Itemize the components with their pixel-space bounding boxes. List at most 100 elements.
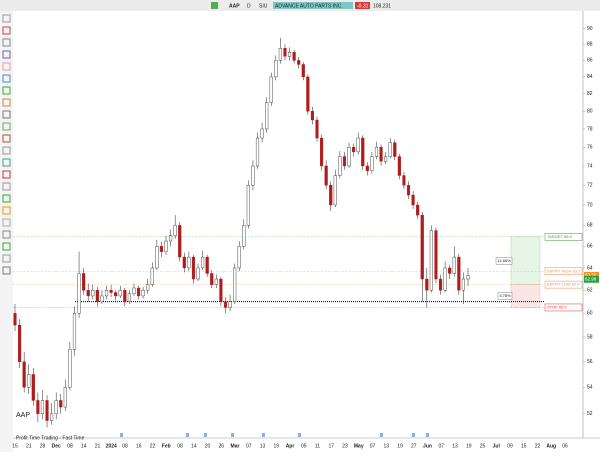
tool-icon[interactable] bbox=[2, 146, 11, 155]
candle-body bbox=[429, 230, 433, 291]
tool-icon[interactable] bbox=[2, 266, 11, 275]
x-tick-label: 26 bbox=[218, 443, 224, 449]
tool-icon[interactable] bbox=[2, 218, 11, 227]
event-marker[interactable] bbox=[426, 433, 429, 437]
candle-body bbox=[411, 194, 415, 206]
y-tick-label: 56 bbox=[587, 359, 593, 365]
candle-body bbox=[77, 273, 81, 314]
candle-body bbox=[301, 64, 305, 78]
x-tick-label: 08 bbox=[67, 443, 73, 449]
toolbar-icon[interactable] bbox=[211, 2, 218, 9]
y-tick-label: 64 bbox=[587, 265, 593, 271]
tool-icon[interactable] bbox=[2, 194, 11, 203]
tool-icon[interactable] bbox=[2, 50, 11, 59]
x-tick-label: Apr bbox=[286, 443, 295, 449]
candle-body bbox=[31, 374, 35, 401]
tool-icon[interactable] bbox=[2, 122, 11, 131]
y-tick-label: 62 bbox=[587, 288, 593, 294]
tool-icon[interactable] bbox=[2, 242, 11, 251]
candle-body bbox=[196, 267, 200, 280]
candle-body bbox=[379, 147, 383, 162]
candle-body bbox=[118, 290, 122, 297]
candle-body bbox=[384, 156, 388, 162]
x-tick-label: 23 bbox=[342, 443, 348, 449]
candle-body bbox=[251, 165, 255, 186]
x-tick-label: 17 bbox=[328, 443, 334, 449]
tool-icon[interactable] bbox=[2, 62, 11, 71]
tool-icon[interactable] bbox=[2, 86, 11, 95]
tool-icon[interactable] bbox=[2, 110, 11, 119]
candle-body bbox=[425, 278, 429, 291]
candle-body bbox=[434, 230, 438, 280]
tool-icon[interactable] bbox=[2, 254, 11, 263]
tool-icon[interactable] bbox=[2, 170, 11, 179]
y-tick-label: 90 bbox=[587, 26, 593, 32]
x-tick-label: 16 bbox=[136, 443, 142, 449]
candle-body bbox=[278, 48, 282, 61]
candle-body bbox=[365, 165, 369, 171]
y-tick-label: 52 bbox=[587, 411, 593, 417]
candle-body bbox=[109, 290, 113, 293]
tool-icon[interactable] bbox=[2, 14, 11, 23]
stop-zone bbox=[510, 284, 541, 308]
x-tick-label: 19 bbox=[466, 443, 472, 449]
candle-body bbox=[438, 278, 443, 291]
tool-icon[interactable] bbox=[2, 206, 11, 215]
candle-body bbox=[127, 293, 131, 302]
x-tick-label: 05 bbox=[301, 443, 307, 449]
event-marker[interactable] bbox=[380, 433, 383, 437]
candle-body bbox=[329, 185, 333, 206]
bid-price-label: 62.98 bbox=[585, 276, 597, 281]
event-marker[interactable] bbox=[298, 433, 301, 437]
event-marker[interactable] bbox=[262, 433, 265, 437]
event-marker[interactable] bbox=[120, 433, 123, 437]
candle-body bbox=[242, 225, 246, 247]
event-marker[interactable] bbox=[231, 433, 234, 437]
y-tick-label: 80 bbox=[587, 109, 593, 115]
tool-icon[interactable] bbox=[2, 134, 11, 143]
candle-body bbox=[260, 128, 264, 139]
tool-icon[interactable] bbox=[2, 98, 11, 107]
candle-body bbox=[310, 110, 314, 121]
last-price-box bbox=[584, 271, 599, 279]
x-tick-label: 19 bbox=[397, 443, 403, 449]
candle-body bbox=[68, 349, 72, 388]
event-marker[interactable] bbox=[204, 433, 207, 437]
y-tick-label: 68 bbox=[587, 223, 593, 229]
tool-icon[interactable] bbox=[2, 74, 11, 83]
tool-icon[interactable] bbox=[2, 182, 11, 191]
event-marker[interactable] bbox=[412, 433, 415, 437]
tool-icon[interactable] bbox=[2, 38, 11, 47]
event-marker[interactable] bbox=[186, 433, 189, 437]
volume: 108,231 bbox=[373, 3, 391, 9]
symbol[interactable]: AAP bbox=[229, 3, 240, 9]
candle-body bbox=[146, 284, 150, 291]
x-tick-label: 14 bbox=[81, 443, 87, 449]
candle-body bbox=[416, 204, 420, 216]
y-tick-label: 54 bbox=[587, 385, 593, 391]
tool-icon[interactable] bbox=[2, 26, 11, 35]
level-box bbox=[544, 267, 583, 276]
target-zone bbox=[510, 236, 541, 285]
interval[interactable]: D bbox=[247, 3, 251, 9]
x-tick-label: 21 bbox=[95, 443, 101, 449]
x-tick-label: 15 bbox=[521, 443, 527, 449]
x-tick-label: Jul bbox=[493, 443, 501, 449]
candle-body bbox=[228, 301, 232, 308]
candle-body bbox=[223, 301, 228, 308]
candle-body bbox=[297, 60, 301, 65]
candle-body bbox=[141, 290, 145, 297]
y-tick-label: 74 bbox=[587, 163, 593, 169]
company-box bbox=[273, 2, 353, 9]
mode[interactable]: SIU bbox=[259, 3, 268, 9]
overlay-footer: Profit Time Trading - Fast Time bbox=[16, 435, 85, 441]
x-tick-label: 25 bbox=[480, 443, 486, 449]
x-tick-label: 14 bbox=[191, 443, 197, 449]
y-tick-label: 82 bbox=[587, 91, 593, 97]
last-price-label: 63.32 bbox=[585, 273, 597, 278]
candle-body bbox=[356, 137, 360, 153]
tool-icon[interactable] bbox=[2, 230, 11, 239]
x-tick-label: 28 bbox=[40, 443, 46, 449]
tool-icon[interactable] bbox=[2, 158, 11, 167]
